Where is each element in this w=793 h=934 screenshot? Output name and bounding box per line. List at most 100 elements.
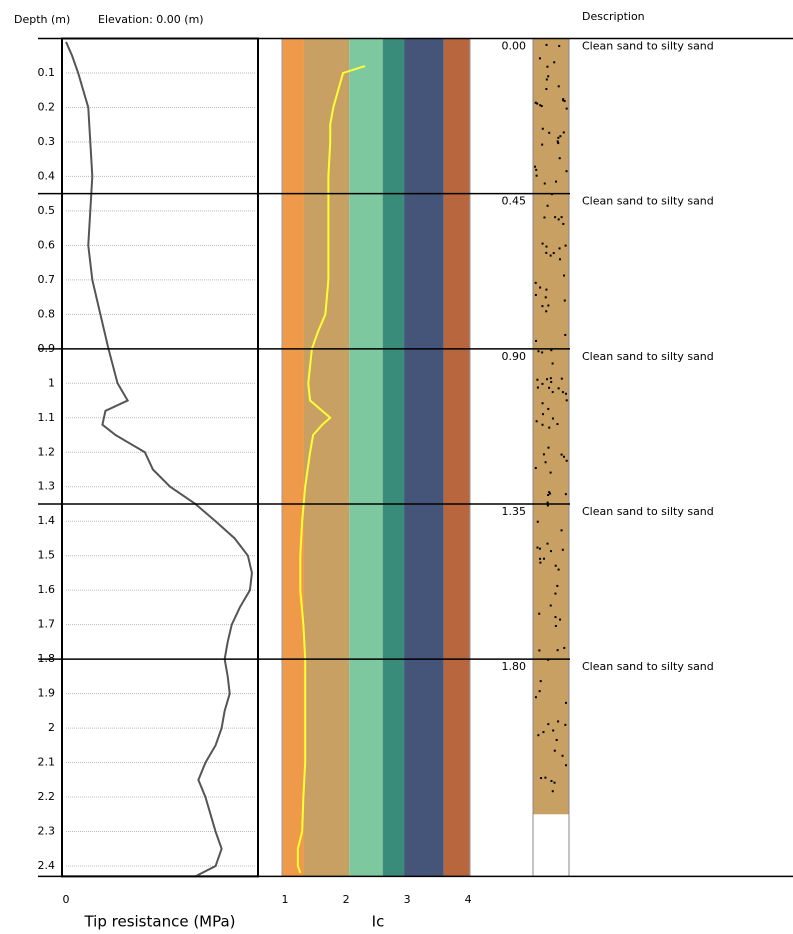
depth-header: Depth (m) bbox=[14, 13, 70, 26]
soil-dot bbox=[555, 180, 558, 183]
soil-dot bbox=[549, 604, 552, 607]
soil-dot bbox=[542, 453, 545, 456]
soil-dot bbox=[543, 182, 546, 185]
y-tick-label: 0.4 bbox=[38, 169, 56, 182]
soil-dot bbox=[547, 723, 550, 726]
soil-dot bbox=[553, 61, 556, 64]
y-tick-label: 0.1 bbox=[38, 66, 56, 79]
soil-dot bbox=[536, 378, 539, 381]
soil-dot bbox=[556, 584, 559, 587]
soil-dot bbox=[557, 136, 560, 139]
soil-dot bbox=[541, 351, 544, 354]
soil-dot bbox=[538, 649, 541, 652]
soil-dot bbox=[534, 101, 537, 104]
soil-dot bbox=[541, 143, 544, 146]
ic-zone bbox=[303, 38, 350, 877]
soil-dot bbox=[537, 350, 540, 353]
layer-description: Clean sand to silty sand bbox=[582, 195, 714, 208]
soil-dot bbox=[539, 680, 542, 683]
soil-dot bbox=[556, 140, 559, 143]
soil-dot bbox=[562, 98, 565, 101]
soil-dot bbox=[545, 288, 548, 291]
soil-dot bbox=[534, 696, 537, 699]
y-tick-label: 0.2 bbox=[38, 100, 56, 113]
profile-line bbox=[296, 65, 366, 874]
soil-dot bbox=[548, 131, 551, 134]
soil-dot bbox=[543, 216, 546, 219]
soil-dot bbox=[535, 339, 538, 342]
x-axis-label: Ic bbox=[372, 913, 385, 931]
soil-dot bbox=[562, 131, 565, 134]
y-tick-label: 1.4 bbox=[38, 514, 56, 527]
soil-dot bbox=[541, 242, 544, 245]
soil-dot bbox=[564, 333, 567, 336]
soil-dot bbox=[548, 426, 551, 429]
y-tick-label: 1.9 bbox=[38, 687, 56, 700]
soil-dot bbox=[549, 492, 552, 495]
soil-dot bbox=[547, 407, 550, 410]
soil-dot bbox=[549, 377, 552, 380]
soil-dot bbox=[560, 216, 563, 219]
soil-fill bbox=[533, 38, 569, 815]
soil-dot bbox=[564, 723, 567, 726]
soil-dot bbox=[548, 491, 551, 494]
soil-dot bbox=[536, 102, 539, 105]
soil-dot bbox=[559, 135, 562, 138]
soil-dot bbox=[557, 142, 560, 145]
soil-dot bbox=[565, 459, 568, 462]
ic-zone bbox=[282, 38, 304, 877]
soil-dot bbox=[565, 399, 568, 402]
soil-dot bbox=[557, 720, 560, 723]
x-tick-label: 3 bbox=[404, 893, 411, 906]
y-tick-label: 1.6 bbox=[38, 583, 56, 596]
soil-dot bbox=[563, 274, 566, 277]
soil-dot bbox=[541, 127, 544, 130]
x-tick-label: 2 bbox=[343, 893, 350, 906]
soil-dot bbox=[552, 252, 555, 255]
soil-dot bbox=[563, 299, 566, 302]
layer-description: Clean sand to silty sand bbox=[582, 40, 714, 53]
soil-dot bbox=[564, 244, 567, 247]
soil-dot bbox=[538, 612, 541, 615]
profile-line bbox=[65, 41, 253, 878]
soil-dot bbox=[539, 561, 542, 564]
y-tick-label: 1.1 bbox=[38, 411, 56, 424]
y-tick-label: 2 bbox=[48, 721, 55, 734]
soil-dot bbox=[542, 557, 545, 560]
layer-top-label: 1.35 bbox=[502, 505, 527, 518]
soil-dot bbox=[547, 75, 550, 78]
x-tick-label: 4 bbox=[465, 893, 472, 906]
soil-dot bbox=[549, 550, 552, 553]
layer-top-label: 1.80 bbox=[502, 660, 527, 673]
y-tick-label: 2.3 bbox=[38, 825, 56, 838]
description-header: Description bbox=[582, 10, 645, 23]
soil-dot bbox=[542, 731, 545, 734]
y-tick-label: 0.8 bbox=[38, 307, 56, 320]
soil-dot bbox=[544, 461, 547, 464]
soil-dot bbox=[535, 420, 538, 423]
soil-dot bbox=[538, 57, 541, 60]
soil-dot bbox=[550, 349, 553, 352]
y-tick-label: 1.5 bbox=[38, 549, 56, 562]
soil-dot bbox=[549, 471, 552, 474]
soil-dot bbox=[560, 529, 563, 532]
layer-top-label: 0.90 bbox=[502, 350, 527, 363]
y-tick-label: 1 bbox=[48, 376, 55, 389]
soil-dot bbox=[540, 777, 543, 780]
soil-dot bbox=[558, 247, 561, 250]
soil-dot bbox=[556, 649, 559, 652]
soil-dot bbox=[545, 78, 548, 81]
soil-dot bbox=[558, 45, 561, 48]
soil-dot bbox=[544, 296, 547, 299]
soil-dot bbox=[554, 564, 557, 567]
soil-dot bbox=[557, 85, 560, 88]
layer-description: Clean sand to silty sand bbox=[582, 350, 714, 363]
soil-dot bbox=[555, 738, 558, 741]
y-tick-label: 0.5 bbox=[38, 204, 56, 217]
soil-dot bbox=[562, 99, 565, 102]
soil-dot bbox=[554, 616, 557, 619]
soil-dot bbox=[534, 293, 537, 296]
soil-dot bbox=[545, 251, 548, 254]
soil-dot bbox=[560, 453, 563, 456]
